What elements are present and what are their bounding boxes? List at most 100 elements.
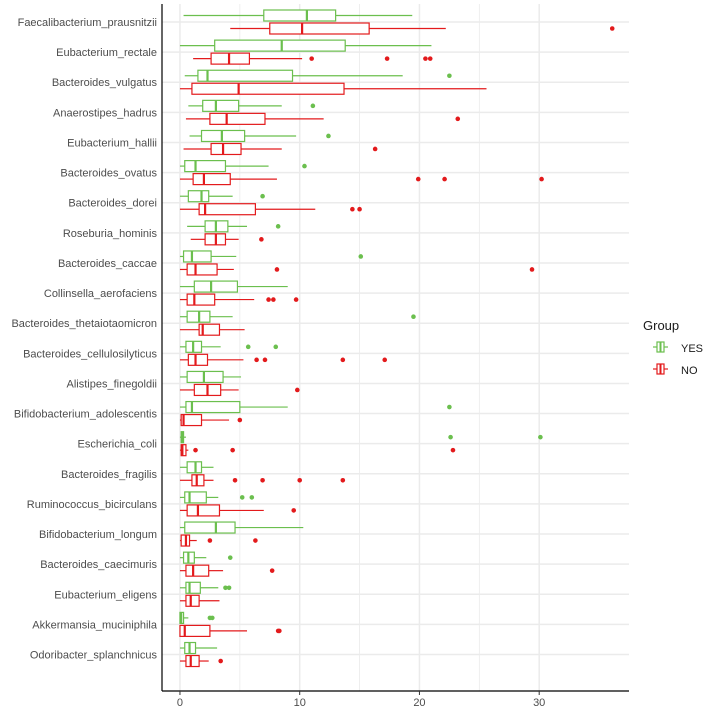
category-label: Escherichia_coli (78, 439, 157, 451)
category-label: Bifidobacterium_longum (39, 529, 157, 541)
category-label: Bacteroides_cellulosilyticus (23, 348, 157, 360)
box-group (179, 323, 245, 336)
outlier-point (209, 615, 215, 621)
category-label: Alistipes_finegoldii (67, 378, 158, 390)
box-group (179, 641, 218, 655)
box-body (185, 581, 201, 594)
box-group (179, 310, 416, 323)
x-tick-label: 30 (533, 697, 545, 709)
outlier-point (539, 176, 544, 182)
category-label: Ruminococcus_bicirculans (27, 499, 158, 511)
box-group (179, 400, 452, 414)
category-label: Bacteroides_caecimuris (40, 559, 157, 571)
category-label: Eubacterium_hallii (67, 137, 157, 149)
category-label: Bacteroides_vulgatus (52, 77, 158, 89)
outlier-point (455, 116, 461, 122)
box-group (188, 99, 316, 112)
outlier-point (340, 478, 346, 483)
outlier-point (609, 26, 615, 31)
box-group (179, 551, 233, 564)
box-body (198, 323, 221, 336)
outlier-point (291, 508, 297, 513)
box-group (179, 504, 297, 517)
box-body (186, 461, 203, 474)
outlier-point (372, 146, 378, 152)
box-group (179, 491, 255, 504)
outlier-point (442, 176, 447, 182)
box-group (179, 39, 432, 52)
box-group (179, 160, 307, 173)
category-labels: Faecalibacterium_prausnitzii Eubacterium_… (11, 17, 157, 662)
box-group (179, 280, 288, 293)
outlier-point (411, 314, 416, 320)
x-tick-labels: 0 10 20 30 (177, 691, 545, 709)
box-body (184, 491, 207, 504)
box-group (179, 564, 275, 577)
box-group (179, 340, 279, 353)
outlier-point (384, 56, 390, 61)
outlier-point (232, 478, 238, 483)
outlier-point (259, 237, 264, 242)
category-label: Bacteroides_caccae (58, 258, 157, 270)
category-label: Bacteroides_fragilis (61, 469, 157, 481)
box-group (179, 521, 304, 534)
category-label: Anaerostipes_hadrus (53, 107, 157, 119)
outlier-point (273, 344, 279, 350)
category-label: Bifidobacterium_adolescentis (14, 409, 158, 421)
legend-label-yes: YES (681, 343, 703, 355)
box-group (187, 220, 281, 233)
outlier-point (207, 538, 213, 543)
box-body (187, 353, 209, 366)
box-group (185, 112, 461, 125)
outlier-point (326, 133, 331, 139)
box-group (179, 594, 220, 607)
box-group (184, 69, 452, 82)
box-group (179, 474, 346, 487)
legend-label-no: NO (681, 365, 698, 377)
legend-glyph-no (653, 363, 668, 375)
outlier-point (350, 206, 355, 212)
box-body (200, 129, 246, 143)
outlier-point (382, 357, 388, 363)
box-group (179, 293, 299, 306)
box-group (179, 534, 258, 547)
box-body (187, 190, 210, 203)
box-body (197, 69, 294, 82)
box-body (214, 39, 346, 52)
outlier-point (223, 585, 228, 591)
x-tick-label: 20 (413, 697, 425, 709)
outlier-point (529, 267, 535, 272)
box-body (184, 160, 227, 173)
category-label: Bacteroides_ovatus (60, 168, 157, 180)
box-group (179, 611, 215, 625)
outlier-point (237, 417, 243, 423)
box-body (193, 280, 239, 293)
outlier-point (227, 555, 233, 560)
outlier-point (357, 206, 362, 212)
box-body (186, 504, 221, 517)
box-body (180, 444, 187, 457)
axes (161, 4, 629, 692)
box-group (190, 233, 264, 246)
box-body (210, 52, 251, 65)
outlier-point (226, 585, 232, 591)
outlier-point (249, 495, 255, 500)
box-group (179, 353, 388, 366)
category-label: Collinsella_aerofaciens (44, 288, 158, 300)
box-group (230, 22, 615, 35)
outlier-point (277, 628, 282, 634)
legend-title: Group (643, 318, 679, 333)
category-label: Bacteroides_thetaiotaomicron (11, 318, 157, 330)
box-group (183, 142, 378, 156)
box-group (179, 82, 487, 95)
box-body (186, 370, 224, 384)
outlier-point (262, 357, 268, 363)
outlier-point (340, 357, 346, 363)
outlier-point (218, 658, 223, 664)
category-label: Roseburia_hominis (63, 228, 158, 240)
box-group (189, 129, 331, 143)
box-body (179, 624, 211, 638)
box-group (179, 173, 544, 186)
box-group (179, 370, 242, 384)
box-body (185, 594, 200, 607)
